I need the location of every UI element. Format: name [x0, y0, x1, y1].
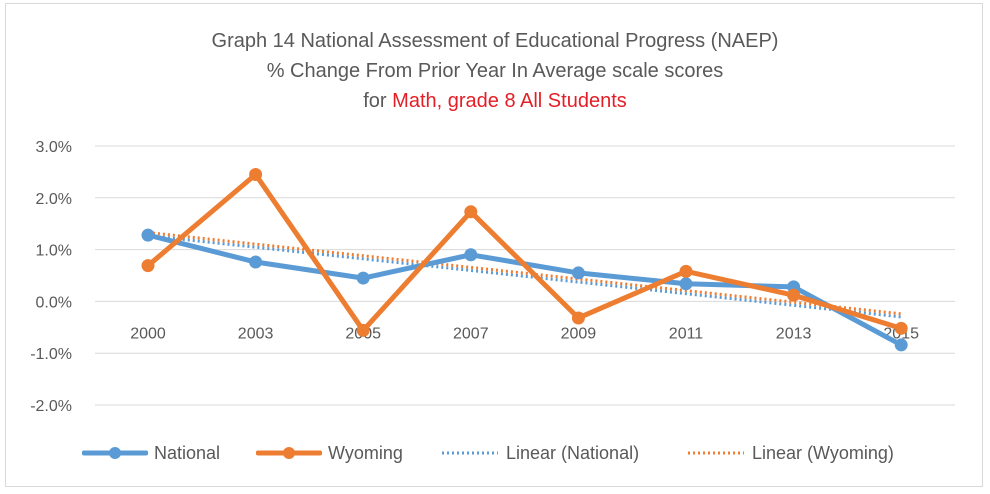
point-wyoming-2009	[571, 311, 585, 325]
y-tick-label-5: -2.0%	[30, 398, 72, 415]
legend-marker-national	[82, 447, 148, 459]
trendline-national	[147, 234, 902, 319]
point-wyoming-2007	[464, 205, 478, 219]
y-tick-label-1: 2.0%	[36, 191, 72, 208]
chart-title-line-1: Graph 14 National Assessment of Educatio…	[211, 30, 779, 52]
chart-title-line-2: % Change From Prior Year In Average scal…	[266, 60, 724, 82]
point-national-2003	[249, 255, 263, 269]
x-tick-label-4: 2009	[561, 325, 597, 342]
point-wyoming-2011	[679, 264, 693, 278]
point-wyoming-2013	[787, 288, 801, 302]
x-tick-label-5: 2011	[669, 325, 704, 342]
y-tick-label-2: 1.0%	[36, 243, 72, 260]
legend-marker-wyoming	[256, 447, 322, 459]
legend: National Wyoming Linear (National) Linea…	[0, 438, 990, 468]
point-national-2007	[464, 248, 478, 262]
point-wyoming-2003	[249, 167, 263, 181]
y-tick-label-4: -1.0%	[30, 346, 72, 363]
legend-item-linear-national: Linear (National)	[440, 438, 639, 468]
point-wyoming-2000	[141, 259, 155, 273]
point-national-2015	[894, 338, 908, 352]
legend-label-linear-national: Linear (National)	[506, 442, 640, 463]
series-line-wyoming	[145, 171, 904, 333]
point-wyoming-2005	[356, 323, 370, 337]
point-national-2005	[356, 271, 370, 285]
x-tick-label-0: 2000	[130, 325, 166, 342]
y-tick-label-3: 0.0%	[36, 294, 72, 311]
legend-item-linear-wyoming: Linear (Wyoming)	[686, 438, 894, 468]
point-national-2009	[571, 266, 585, 280]
y-tick-label-0: 3.0%	[36, 139, 72, 156]
point-national-2011	[679, 277, 693, 291]
chart-title-highlight: Math, grade 8 All Students	[392, 90, 627, 112]
trendline-wyoming	[147, 231, 902, 316]
legend-label-wyoming: Wyoming	[328, 442, 403, 463]
chart-title-line-3: for Math, grade 8 All Students	[0, 90, 990, 113]
x-tick-label-3: 2007	[453, 325, 489, 342]
legend-label-national: National	[154, 442, 221, 463]
legend-label-linear-wyoming: Linear (Wyoming)	[752, 442, 894, 463]
x-tick-label-1: 2003	[238, 325, 274, 342]
chart-frame	[5, 3, 983, 487]
legend-marker-linear-wyoming	[688, 451, 744, 455]
legend-item-national: National	[82, 438, 220, 468]
chart-title-prefix: for	[363, 90, 393, 112]
x-tick-label-6: 2013	[776, 325, 812, 342]
point-national-2000	[141, 228, 155, 242]
point-wyoming-2015	[894, 321, 908, 335]
legend-marker-linear-national	[442, 451, 498, 455]
legend-item-wyoming: Wyoming	[256, 438, 403, 468]
